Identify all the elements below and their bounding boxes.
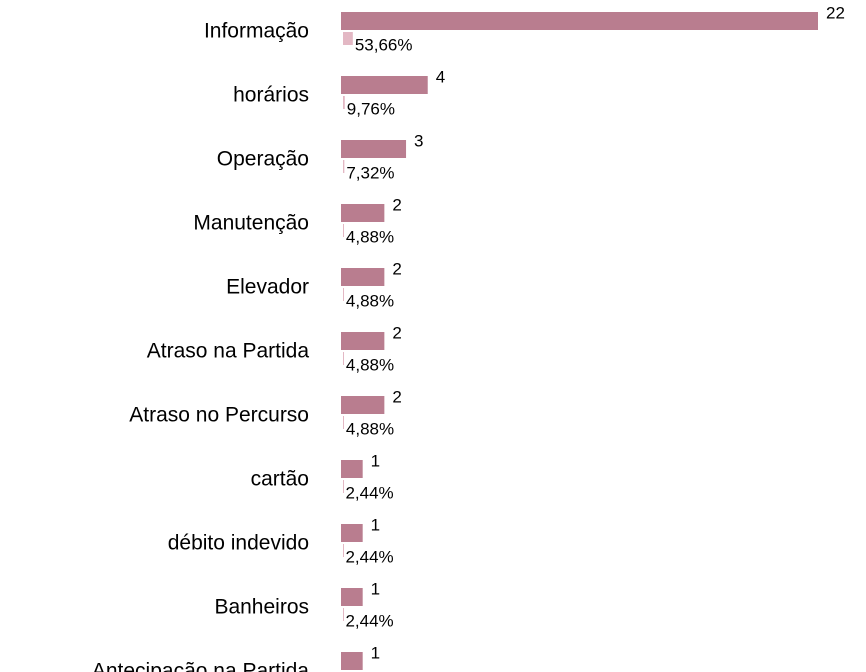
percent-bar xyxy=(343,544,344,557)
count-label: 1 xyxy=(371,515,380,534)
category-label: Elevador xyxy=(226,276,309,299)
category-label: Informação xyxy=(204,20,309,43)
category-label: Operação xyxy=(217,148,309,171)
count-label: 2 xyxy=(392,195,401,214)
percent-label: 2,44% xyxy=(345,483,393,502)
count-label: 1 xyxy=(371,451,380,470)
percent-label: 7,32% xyxy=(346,163,394,182)
count-label: 2 xyxy=(392,323,401,342)
count-bar xyxy=(341,204,385,222)
count-label: 2 xyxy=(392,259,401,278)
count-label: 2 xyxy=(392,387,401,406)
count-label: 1 xyxy=(371,643,380,662)
category-label: Atraso na Partida xyxy=(147,340,310,363)
category-label: Antecipação na Partida xyxy=(92,660,309,672)
count-bar xyxy=(341,332,385,350)
count-label: 4 xyxy=(436,67,445,86)
count-bar xyxy=(341,76,428,94)
count-bar xyxy=(341,268,385,286)
category-label: Atraso no Percurso xyxy=(129,404,309,427)
percent-label: 2,44% xyxy=(345,611,393,630)
count-bar xyxy=(341,524,363,542)
count-bar xyxy=(341,460,363,478)
percent-label: 4,88% xyxy=(346,291,394,310)
count-label: 22 xyxy=(826,3,845,22)
percent-bar xyxy=(343,352,344,365)
percent-bar xyxy=(343,32,353,45)
category-label: Manutenção xyxy=(193,212,309,235)
percent-label: 4,88% xyxy=(346,227,394,246)
percent-label: 2,44% xyxy=(345,547,393,566)
percent-bar xyxy=(343,480,344,493)
percent-label: 53,66% xyxy=(355,35,413,54)
percent-label: 4,88% xyxy=(346,419,394,438)
count-bar xyxy=(341,12,818,30)
percent-bar xyxy=(343,288,344,301)
category-label: cartão xyxy=(251,468,309,491)
percent-bar xyxy=(343,416,344,429)
percent-label: 4,88% xyxy=(346,355,394,374)
percent-bar xyxy=(343,96,345,109)
count-bar xyxy=(341,588,363,606)
percent-label: 9,76% xyxy=(347,99,395,118)
count-label: 1 xyxy=(371,579,380,598)
count-bar xyxy=(341,140,407,158)
count-label: 3 xyxy=(414,131,423,150)
category-label: horários xyxy=(233,84,309,107)
category-label: débito indevido xyxy=(168,532,309,555)
count-bar xyxy=(341,652,363,670)
count-bar xyxy=(341,396,385,414)
category-label: Banheiros xyxy=(214,596,309,619)
percent-bar xyxy=(343,224,344,237)
percent-bar xyxy=(343,608,344,621)
percent-bar xyxy=(343,160,345,173)
